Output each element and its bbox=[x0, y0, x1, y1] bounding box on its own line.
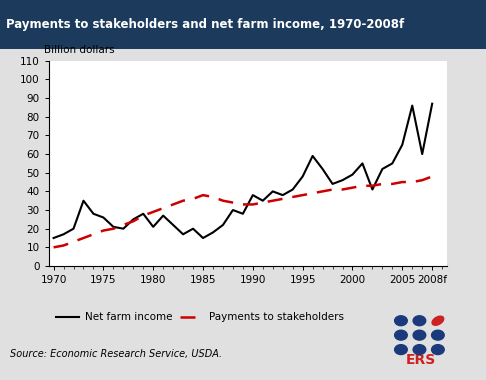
Text: Source: Economic Research Service, USDA.: Source: Economic Research Service, USDA. bbox=[10, 349, 222, 359]
Text: Payments to stakeholders and net farm income, 1970-2008f: Payments to stakeholders and net farm in… bbox=[6, 18, 404, 31]
Text: ERS: ERS bbox=[405, 353, 435, 367]
Legend: Net farm income, Payments to stakeholders: Net farm income, Payments to stakeholder… bbox=[52, 308, 348, 326]
Text: Billion dollars: Billion dollars bbox=[44, 45, 114, 55]
